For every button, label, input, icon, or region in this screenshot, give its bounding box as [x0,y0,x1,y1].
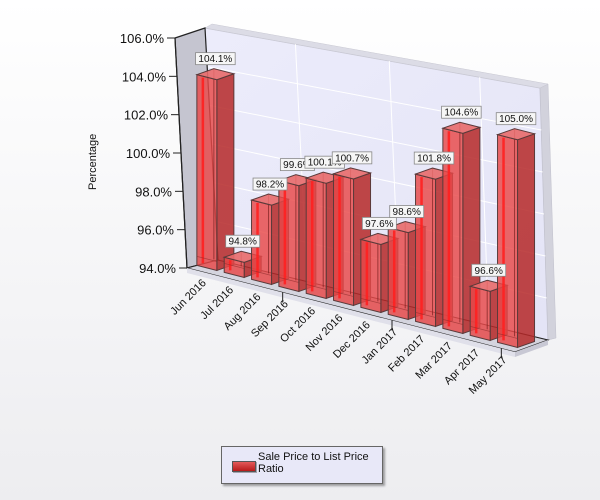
svg-text:100.1%: 100.1% [308,158,342,169]
svg-text:98.6%: 98.6% [393,207,421,218]
value-label: 105.0% [495,112,537,125]
svg-text:97.6%: 97.6% [365,219,393,230]
y-tick-label: 102.0% [124,108,169,123]
y-axis-title: Percentage [87,134,99,190]
value-label: 94.8% [225,234,261,248]
value-label: 97.6% [361,216,397,230]
value-label: 101.8% [413,151,455,165]
value-label: 98.2% [252,177,288,191]
y-tick-label: 100.0% [126,146,171,161]
bar[interactable] [495,128,537,349]
value-label: 100.7% [331,151,373,164]
y-tick-label: 104.0% [122,69,167,84]
y-tick-label: 106.0% [120,31,165,46]
svg-text:98.2%: 98.2% [256,180,284,191]
value-label: 104.6% [441,105,482,119]
legend-swatch-icon [232,461,256,472]
svg-text:96.6%: 96.6% [475,266,503,277]
y-tick-label: 96.0% [137,223,174,238]
svg-text:94.8%: 94.8% [229,237,257,248]
legend: Sale Price to List Price Ratio [221,446,383,484]
value-label: 98.6% [389,205,425,218]
value-labels: 104.1% 94.8% 98.2% 99.6%100.1%100.7% 97.6%98… [195,52,537,277]
bar[interactable] [195,68,236,272]
y-tick-label: 94.0% [139,261,176,276]
legend-label: Sale Price to List Price Ratio [258,451,369,475]
y-axis: 94.0% 96.0% 98.0% 100.0% 102.0% 104.0% 106.0% [120,31,188,276]
svg-text:105.0%: 105.0% [499,114,533,125]
svg-text:104.1%: 104.1% [198,54,232,65]
value-label: 96.6% [471,263,507,277]
value-label: 104.1% [195,52,236,65]
svg-text:100.7%: 100.7% [335,153,369,164]
bar-series [195,68,537,349]
y-tick-label: 98.0% [135,184,172,199]
svg-text:99.6%: 99.6% [283,160,311,171]
svg-text:104.6%: 104.6% [444,108,478,119]
svg-text:101.8%: 101.8% [417,154,451,165]
